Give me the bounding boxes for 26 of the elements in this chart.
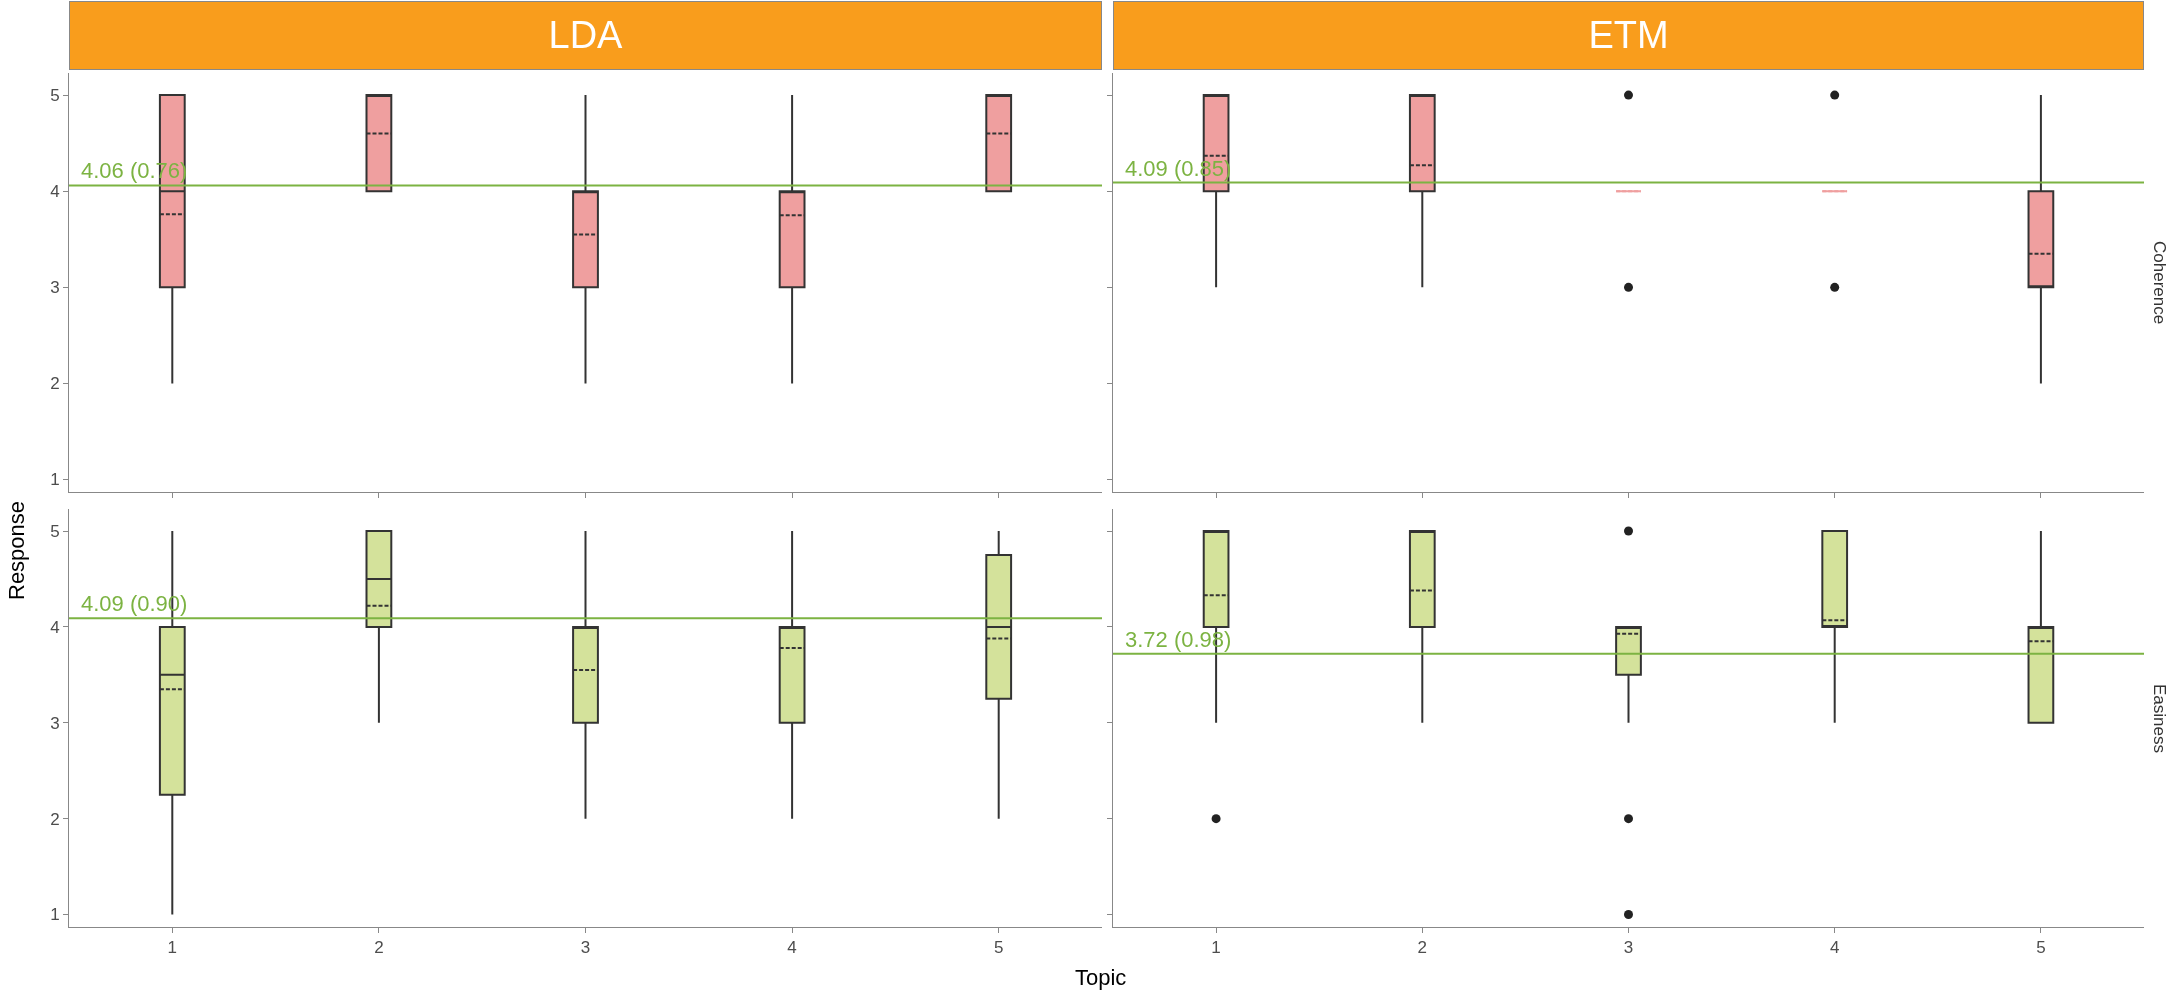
y2-axis-title: Easiness bbox=[2149, 682, 2170, 755]
y-tick-label: 5 bbox=[50, 522, 60, 541]
x-tick-label: 1 bbox=[167, 938, 178, 958]
y-tick-label: 3 bbox=[50, 278, 60, 298]
y2-axis-title: Coherence bbox=[2149, 239, 2170, 327]
x-tick-label: 4 bbox=[787, 938, 797, 958]
y-tick-label: 1 bbox=[50, 470, 60, 490]
y-tick-label: 2 bbox=[50, 374, 60, 394]
x-tick-label: 2 bbox=[1417, 938, 1428, 958]
x-tick-label: 1 bbox=[1211, 938, 1221, 958]
x-tick-label: 4 bbox=[1829, 938, 1840, 958]
y-tick-label: 4 bbox=[50, 617, 60, 637]
y-axis-title: Response bbox=[4, 500, 30, 600]
x-axis-title: Topic bbox=[1075, 965, 1127, 991]
y-tick-label: 1 bbox=[50, 905, 60, 925]
x-tick-label: 3 bbox=[1623, 938, 1634, 958]
y-tick-label: 4 bbox=[50, 182, 60, 202]
y-tick-label: 2 bbox=[50, 809, 60, 829]
y-tick-label: 3 bbox=[50, 713, 60, 733]
y-tick-label: 5 bbox=[50, 86, 60, 106]
x-tick-label: 3 bbox=[580, 938, 591, 958]
chart-title: LDA bbox=[69, 1, 1102, 70]
x-tick-label: 5 bbox=[993, 938, 1004, 958]
x-tick-label: 5 bbox=[2036, 938, 2046, 958]
x-tick-label: 2 bbox=[374, 938, 384, 958]
chart-title: ETM bbox=[1113, 1, 2144, 70]
